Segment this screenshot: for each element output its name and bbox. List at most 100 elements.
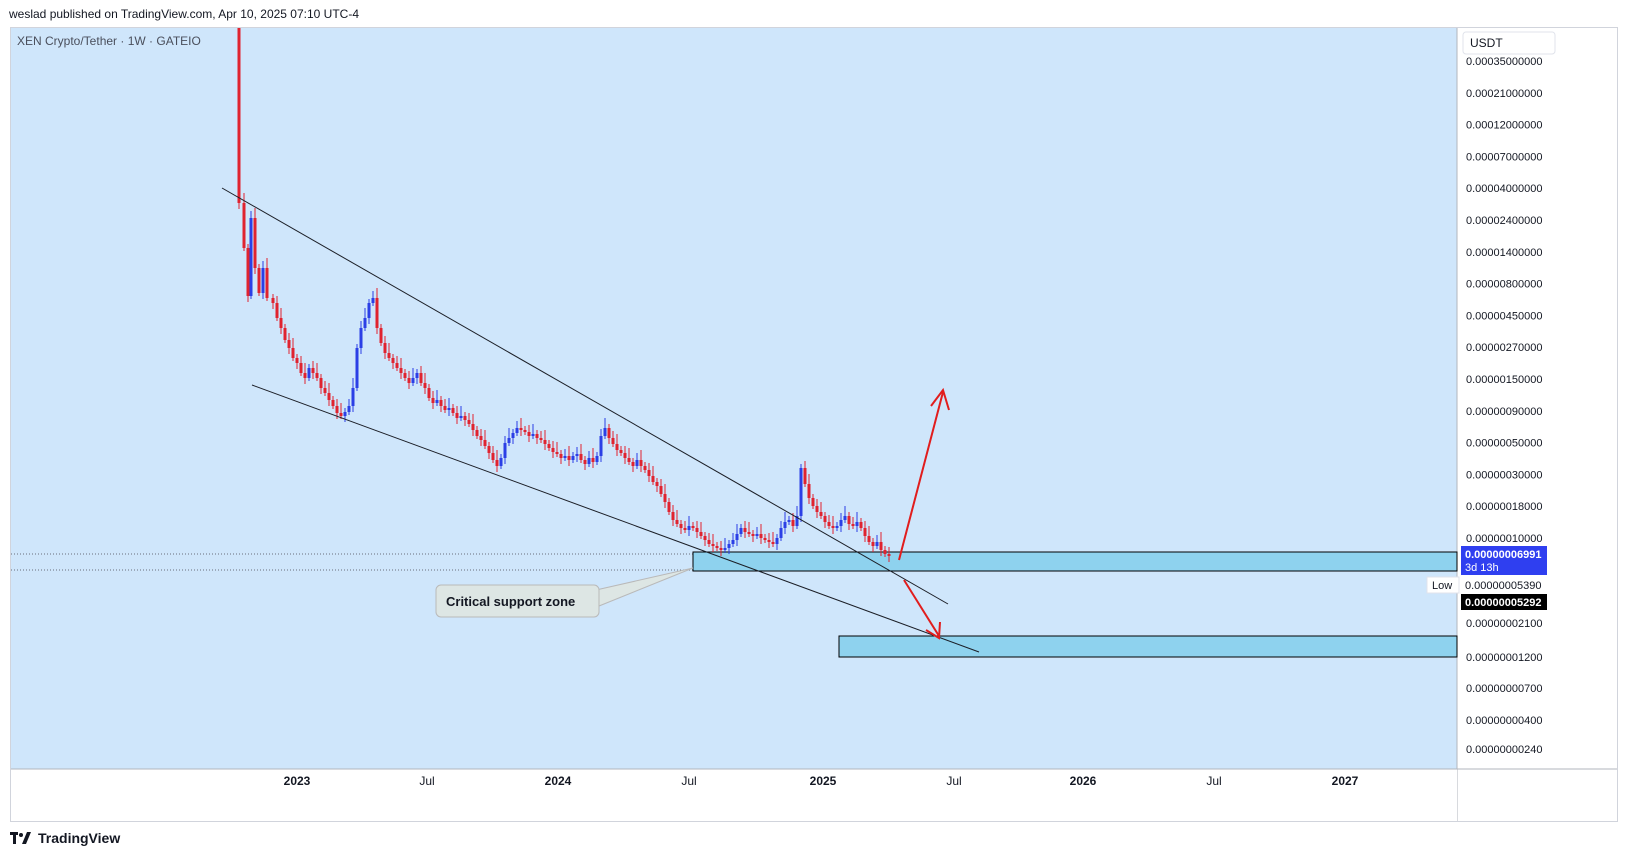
x-tick-label: Jul	[419, 774, 434, 788]
bullish-arrow-line[interactable]	[898, 391, 944, 561]
candle-down	[387, 353, 391, 358]
critical-support-zone[interactable]	[692, 551, 1458, 572]
price-axis[interactable]	[1457, 28, 1617, 769]
candle-up	[735, 534, 739, 540]
candle-down	[791, 520, 795, 526]
lower-trendline[interactable]	[251, 384, 980, 653]
candle-up	[459, 416, 463, 418]
candle-down	[237, 28, 241, 203]
candle-down	[543, 440, 547, 444]
candle-down	[555, 452, 559, 454]
candle-down	[831, 526, 835, 528]
candle-up	[731, 540, 735, 544]
candle-down	[495, 460, 499, 466]
candle-down	[242, 203, 246, 248]
x-tick-label: Jul	[681, 774, 696, 788]
candle-down	[283, 328, 287, 340]
time-axis[interactable]	[11, 769, 1457, 821]
candle-down	[403, 373, 407, 378]
y-tick-label: 0.00035000000	[1466, 56, 1542, 68]
bar-countdown: 3d 13h	[1465, 562, 1499, 574]
candle-down	[819, 512, 823, 516]
x-tick-label: 2024	[545, 774, 572, 788]
candle-up	[839, 520, 843, 526]
candle-down	[451, 408, 455, 413]
last-price-value: 0.00000006991	[1465, 549, 1541, 561]
candle-up	[795, 516, 799, 526]
candle-down	[311, 368, 315, 373]
candle-down	[303, 373, 307, 378]
x-axis-ticks: 2023 Jul 2024 Jul 2025 Jul 2026 Jul 2027	[284, 774, 1359, 788]
candle-up	[347, 406, 351, 412]
candle-down	[439, 400, 443, 406]
chart-frame[interactable]: XEN Crypto/Tether · 1W · GATEIO Critical…	[10, 27, 1618, 822]
candle-down	[375, 298, 379, 328]
x-tick-label: 2027	[1332, 774, 1359, 788]
candle-down	[431, 398, 435, 403]
candle-down	[647, 470, 651, 476]
candle-up	[499, 458, 503, 466]
candle-down	[295, 358, 299, 363]
candle-down	[467, 420, 471, 424]
candle-up	[511, 433, 515, 438]
candle-down	[771, 542, 775, 544]
upper-trendline[interactable]	[221, 187, 949, 605]
candle-down	[567, 456, 571, 460]
candle-down	[699, 532, 703, 536]
y-tick-label: 0.00000800000	[1466, 279, 1542, 291]
candle-down	[583, 460, 587, 464]
candle-up	[635, 460, 639, 466]
y-tick-label: 0.00000270000	[1466, 342, 1542, 354]
target-zone[interactable]	[838, 635, 1458, 658]
candle-down	[719, 548, 723, 550]
currency-label: USDT	[1470, 36, 1503, 50]
currency-button[interactable]	[1462, 31, 1556, 55]
candle-down	[707, 540, 711, 544]
candle-down	[519, 428, 523, 430]
candle-up	[687, 526, 691, 530]
candle-up	[515, 428, 519, 433]
publisher-attribution: weslad published on TradingView.com, Apr…	[9, 7, 359, 21]
y-tick-label: 0.00000030000	[1466, 469, 1542, 481]
candle-up	[363, 318, 367, 328]
price-chart[interactable]: XEN Crypto/Tether · 1W · GATEIO Critical…	[11, 28, 1617, 821]
low-price-value: 0.00000005390	[1465, 580, 1541, 592]
callout-box[interactable]	[435, 584, 600, 618]
candle-up	[367, 303, 371, 318]
candle-up	[727, 544, 731, 548]
plot-background	[11, 28, 1457, 769]
candle-up	[755, 534, 759, 536]
candle-down	[627, 458, 631, 462]
candle-down	[399, 368, 403, 373]
candle-down	[887, 554, 891, 556]
candle-down	[711, 544, 715, 546]
candle-down	[807, 484, 811, 498]
candle-down	[395, 363, 399, 368]
candle-down	[479, 436, 483, 440]
bullish-arrow-head	[930, 387, 950, 411]
candle-down	[339, 413, 343, 416]
candle-down	[331, 400, 335, 406]
footer: TradingView	[10, 830, 120, 846]
current-price-tag	[1461, 594, 1547, 610]
x-tick-label: 2026	[1070, 774, 1097, 788]
candle-up	[787, 520, 791, 522]
candle-down	[815, 506, 819, 512]
candle-down	[275, 303, 279, 318]
x-tick-label: 2025	[810, 774, 837, 788]
candle-down	[655, 482, 659, 486]
candle-down	[643, 466, 647, 470]
candle-down	[607, 428, 611, 438]
candle-down	[751, 534, 755, 536]
candle-up	[855, 522, 859, 526]
low-price-tag	[1461, 577, 1547, 593]
candle-up	[531, 434, 535, 436]
candle-up	[595, 456, 599, 462]
low-label-box	[1426, 576, 1460, 594]
bearish-arrow-line[interactable]	[903, 579, 940, 637]
y-tick-label: 0.00000000700	[1466, 683, 1542, 695]
candle-down	[811, 498, 815, 506]
candle-down	[827, 522, 831, 526]
candle-down	[611, 438, 615, 444]
candle-up	[507, 438, 511, 443]
